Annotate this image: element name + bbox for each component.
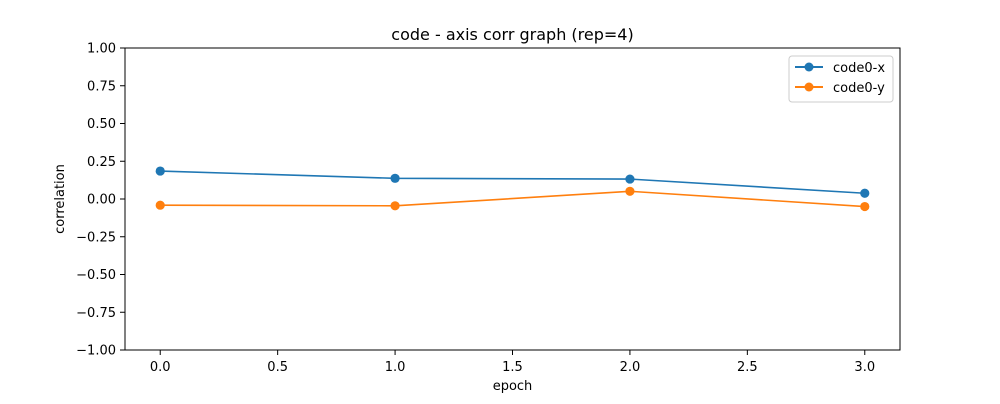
y-axis-label: correlation [53, 164, 68, 234]
x-tick-label: 0.5 [267, 360, 288, 375]
data-point [625, 186, 635, 196]
data-point [625, 174, 635, 184]
series-line-0 [159, 170, 866, 195]
legend: code0-x code0-y [788, 55, 894, 103]
data-point [390, 201, 400, 211]
x-tick-label: 2.5 [737, 360, 758, 375]
legend-marker-0 [804, 62, 814, 72]
x-tick-label: 1.5 [502, 360, 523, 375]
y-tick-label: 1.00 [87, 42, 116, 57]
plot-frame [124, 47, 901, 351]
legend-label-1: code0-y [833, 81, 885, 96]
data-point [860, 188, 870, 198]
plot-series [155, 166, 870, 212]
data-point [155, 166, 165, 176]
y-tick-label: −0.25 [76, 230, 116, 245]
y-tick-label: 0.50 [87, 117, 116, 132]
legend-marker-1 [804, 82, 814, 92]
chart-title: code - axis corr graph (rep=4) [391, 25, 633, 44]
y-tick-label: 0.25 [87, 155, 116, 170]
legend-item-0: code0-x [795, 61, 885, 76]
legend-item-1: code0-y [795, 81, 885, 96]
legend-label-0: code0-x [833, 61, 885, 76]
data-point [155, 200, 165, 210]
x-tick-label: 1.0 [385, 360, 406, 375]
x-axis-ticks: 0.0 0.5 1.0 1.5 2.0 2.5 3.0 [150, 350, 875, 375]
series-1 [155, 186, 870, 212]
x-axis-label: epoch [493, 379, 533, 394]
series-0 [155, 166, 870, 198]
y-tick-label: −1.00 [76, 344, 116, 359]
y-axis-ticks: 1.00 0.75 0.50 0.25 0.00 −0.25 −0.50 −0.75 −1.00 [76, 42, 125, 359]
data-point [390, 173, 400, 183]
x-tick-label: 0.0 [150, 360, 171, 375]
data-point [860, 201, 870, 212]
series-line-1 [159, 190, 866, 208]
x-tick-label: 2.0 [620, 360, 641, 375]
y-tick-label: 0.00 [87, 193, 116, 208]
y-tick-label: 0.75 [87, 79, 116, 94]
y-tick-label: −0.50 [76, 268, 116, 283]
y-tick-label: −0.75 [76, 306, 116, 321]
x-tick-label: 3.0 [854, 360, 875, 375]
